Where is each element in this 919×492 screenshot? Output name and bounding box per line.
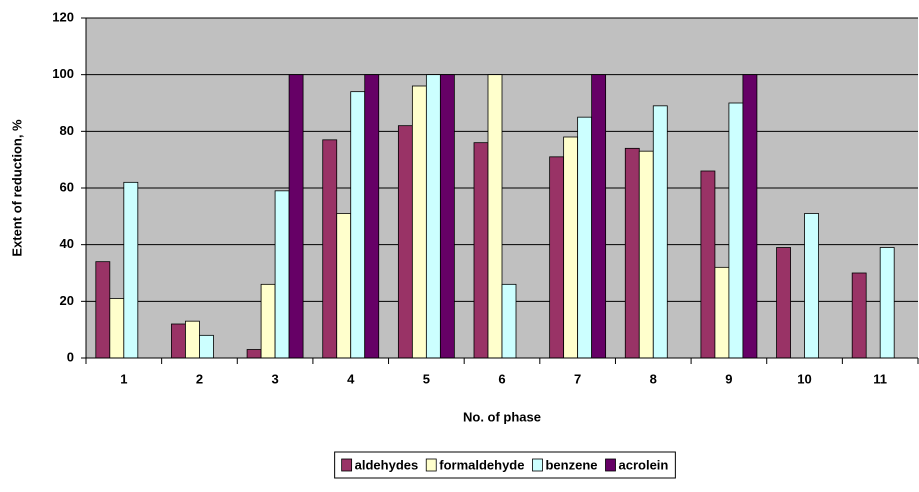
x-tick-label: 11	[873, 371, 887, 386]
x-axis-title: No. of phase	[463, 409, 541, 424]
x-tick-label: 7	[574, 371, 581, 386]
x-tick-label: 9	[725, 371, 732, 386]
bar	[288, 74, 304, 359]
bar	[652, 105, 668, 359]
y-tick-label: 100	[52, 66, 74, 81]
bar	[851, 272, 867, 359]
bar	[742, 74, 758, 359]
bar	[501, 283, 517, 359]
bar	[274, 190, 290, 359]
y-tick-label: 20	[60, 293, 74, 308]
bar	[336, 213, 352, 359]
legend-label: formaldehyde	[439, 457, 524, 472]
legend-swatch	[605, 458, 616, 472]
x-tick-label: 1	[120, 371, 127, 386]
legend-swatch	[341, 458, 353, 472]
y-tick-label: 40	[60, 236, 74, 251]
bar	[95, 261, 111, 359]
bar	[776, 247, 791, 359]
bar	[411, 85, 427, 359]
bar	[123, 181, 139, 359]
y-tick-label: 80	[60, 123, 74, 138]
bar	[199, 334, 214, 359]
legend	[334, 451, 676, 479]
x-tick-label: 4	[347, 371, 355, 386]
x-tick-label: 8	[650, 371, 657, 386]
x-tick-label: 10	[797, 371, 811, 386]
bar	[350, 91, 366, 359]
bar	[322, 139, 338, 359]
bar	[549, 156, 565, 359]
bar	[591, 74, 607, 359]
bar	[246, 349, 262, 359]
bar	[473, 142, 489, 359]
bar	[714, 266, 730, 359]
bar	[577, 116, 593, 359]
bar	[563, 136, 579, 359]
bar	[397, 125, 413, 359]
bar	[879, 247, 895, 359]
x-tick-label: 3	[271, 371, 278, 386]
x-tick-label: 5	[423, 371, 430, 386]
bar	[804, 213, 819, 359]
bar	[487, 74, 503, 359]
bar	[728, 102, 744, 359]
bar	[638, 150, 654, 359]
y-tick-label: 60	[60, 179, 74, 194]
legend-swatch	[425, 458, 437, 472]
y-tick-label: 120	[52, 9, 74, 24]
legend-label: benzene	[545, 457, 597, 472]
bar	[185, 320, 200, 359]
y-tick-label: 0	[67, 349, 74, 364]
bar	[425, 74, 441, 359]
bar	[624, 147, 640, 359]
bar	[700, 170, 716, 359]
bar	[109, 298, 125, 359]
x-tick-label: 6	[498, 371, 505, 386]
bar	[260, 283, 276, 359]
bar	[439, 74, 455, 359]
legend-swatch	[532, 458, 543, 472]
bar	[364, 74, 380, 359]
bar	[171, 323, 186, 359]
y-axis-title: Extent of reduction, %	[9, 119, 24, 257]
x-tick-label: 2	[196, 371, 203, 386]
legend-label: acrolein	[619, 457, 669, 472]
legend-label: aldehydes	[355, 457, 419, 472]
